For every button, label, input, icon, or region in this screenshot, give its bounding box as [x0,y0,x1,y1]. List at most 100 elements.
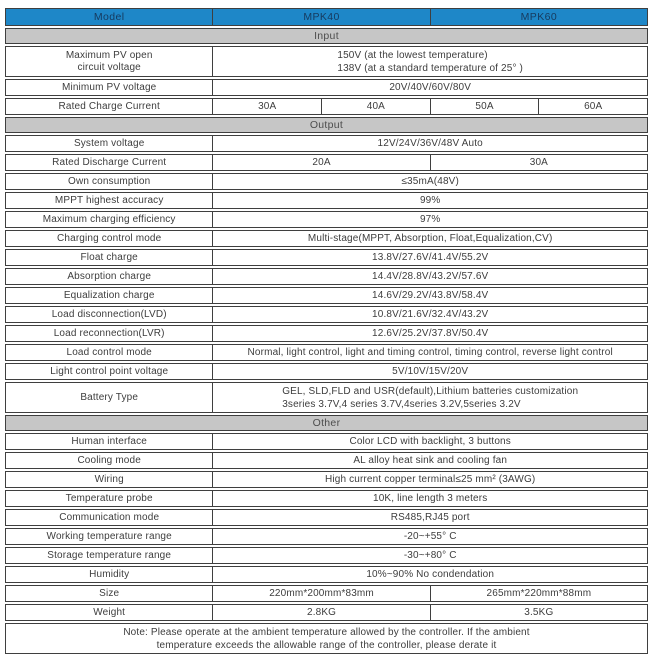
spec-row-charging-control-mode: Charging control mode Multi-stage(MPPT, A… [5,230,648,247]
spec-row-minimum-pv-voltage: Minimum PV voltage 20V/40V/60V/80V [5,79,648,96]
spec-row-rated-charge-current: Rated Charge Current 30A 40A 50A 60A [5,98,648,115]
spec-label: Load disconnection(LVD) [51,308,167,320]
table-header-row: Model MPK40 MPK60 [5,8,648,26]
spec-value: Color LCD with backlight, 3 buttons [212,434,647,449]
spec-label: Light control point voltage [50,365,169,377]
spec-label: System voltage [73,137,145,149]
note-line-2: temperature exceeds the allowable range … [156,639,497,651]
spec-label: Float charge [80,251,138,263]
spec-label: Communication mode [59,511,160,523]
section-header-output: Output [5,117,648,133]
spec-value: 12.6V/25.2V/37.8V/50.4V [212,326,647,341]
spec-table-body: Input Maximum PV open circuit voltage 150V … [5,28,648,621]
section-header-other: Other [5,415,648,431]
spec-value: 99% [212,193,647,208]
spec-row-maximum-charging-efficiency: Maximum charging efficiency 97% [5,211,648,228]
spec-value: 265mm*220mm*88mm [429,586,647,601]
spec-row-maximum-pv-open: Maximum PV open circuit voltage 150V (at t… [5,46,648,77]
spec-label: Own consumption [68,175,151,187]
section-header-input: Input [5,28,648,44]
spec-label: Minimum PV voltage [61,81,157,93]
spec-value: 60A [538,99,647,114]
spec-label: Maximum PV open circuit voltage [65,49,153,73]
spec-row-human-interface: Human interface Color LCD with backlight,… [5,433,648,450]
spec-label: Charging control mode [57,232,162,244]
spec-row-equalization-charge: Equalization charge 14.6V/29.2V/43.8V/58.… [5,287,648,304]
spec-value: 3.5KG [429,605,647,620]
note-row: Note: Please operate at the ambient temp… [5,623,648,654]
spec-row-float-charge: Float charge 13.8V/27.6V/41.4V/55.2V [5,249,648,266]
section-label: Other [312,417,341,429]
header-mpk40-cell: MPK40 [212,9,429,25]
spec-value: 14.6V/29.2V/43.8V/58.4V [212,288,647,303]
spec-value: 97% [212,212,647,227]
spec-row-load-control-mode: Load control mode Normal, light control, … [5,344,648,361]
spec-row-system-voltage: System voltage 12V/24V/36V/48V Auto [5,135,648,152]
spec-value: 50A [429,99,539,114]
spec-label: Humidity [89,568,130,580]
spec-value: 13.8V/27.6V/41.4V/55.2V [212,250,647,265]
spec-row-communication-mode: Communication mode RS485,RJ45 port [5,509,648,526]
spec-label: Load reconnection(LVR) [53,327,165,339]
spec-value: 2.8KG [212,605,429,620]
spec-row-humidity: Humidity 10%~90% No condendation [5,566,648,583]
spec-value: -20~+55° C [212,529,647,544]
spec-value: 40A [321,99,430,114]
spec-row-light-control-point-voltage: Light control point voltage 5V/10V/15V/20… [5,363,648,380]
spec-row-temperature-probe: Temperature probe 10K, line length 3 mete… [5,490,648,507]
spec-label: Load control mode [66,346,152,358]
spec-value: ≤35mA(48V) [212,174,647,189]
spec-value: 30A [429,155,647,170]
spec-value: 20V/40V/60V/80V [212,80,647,95]
spec-label: Storage temperature range [47,549,172,561]
spec-label: Size [99,587,120,599]
spec-label: Battery Type [80,391,139,403]
section-label: Output [309,119,344,131]
spec-label: Working temperature range [46,530,172,542]
spec-value: 150V (at the lowest temperature) 138V (at… [212,47,647,76]
header-model-cell: Model [93,11,125,23]
spec-value: 30A [212,99,321,114]
spec-label: Equalization charge [63,289,155,301]
spec-value: 10.8V/21.6V/32.4V/43.2V [212,307,647,322]
spec-row-battery-type: Battery Type GEL, SLD,FLD and USR(default… [5,382,648,413]
spec-value: RS485,RJ45 port [212,510,647,525]
spec-label: MPPT highest accuracy [54,194,164,206]
spec-row-load-disconnection-lvd: Load disconnection(LVD) 10.8V/21.6V/32.4V… [5,306,648,323]
spec-row-absorption-charge: Absorption charge 14.4V/28.8V/43.2V/57.6V [5,268,648,285]
spec-label: Temperature probe [65,492,153,504]
spec-label: Rated Discharge Current [52,156,167,168]
spec-value: GEL, SLD,FLD and USR(default),Lithium ba… [212,383,647,412]
spec-label: Weight [93,606,126,618]
spec-value: 10%~90% No condendation [212,567,647,582]
spec-value: 5V/10V/15V/20V [212,364,647,379]
spec-value: 10K, line length 3 meters [212,491,647,506]
spec-row-mppt-highest-accuracy: MPPT highest accuracy 99% [5,192,648,209]
spec-value: AL alloy heat sink and cooling fan [212,453,647,468]
header-mpk60-cell: MPK60 [429,9,647,25]
spec-row-size: Size 220mm*200mm*83mm 265mm*220mm*88mm [5,585,648,602]
spec-label: Cooling mode [77,454,141,466]
spec-label: Wiring [94,473,124,485]
note-text: Note: Please operate at the ambient temp… [6,624,647,653]
spec-value: 12V/24V/36V/48V Auto [212,136,647,151]
spec-label: Human interface [71,435,147,447]
spec-row-wiring: Wiring High current copper terminal≤25 mm… [5,471,648,488]
spec-sheet: Model MPK40 MPK60 Input Maximum PV open ci… [5,8,648,656]
spec-value: -30~+80° C [212,548,647,563]
spec-value: Multi-stage(MPPT, Absorption, Float,Equa… [212,231,647,246]
spec-value: High current copper terminal≤25 mm² (3AW… [212,472,647,487]
spec-value: 14.4V/28.8V/43.2V/57.6V [212,269,647,284]
spec-row-working-temperature-range: Working temperature range -20~+55° C [5,528,648,545]
spec-value: 20A [212,155,429,170]
spec-row-rated-discharge-current: Rated Discharge Current 20A 30A [5,154,648,171]
spec-row-load-reconnection-lvr: Load reconnection(LVR) 12.6V/25.2V/37.8V/… [5,325,648,342]
spec-value: Normal, light control, light and timing … [212,345,647,360]
spec-row-cooling-mode: Cooling mode AL alloy heat sink and cooli… [5,452,648,469]
note-line-1: Note: Please operate at the ambient temp… [123,626,530,638]
spec-row-storage-temperature-range: Storage temperature range -30~+80° C [5,547,648,564]
spec-label: Absorption charge [67,270,152,282]
spec-label: Maximum charging efficiency [42,213,176,225]
spec-row-weight: Weight 2.8KG 3.5KG [5,604,648,621]
section-label: Input [314,30,339,42]
